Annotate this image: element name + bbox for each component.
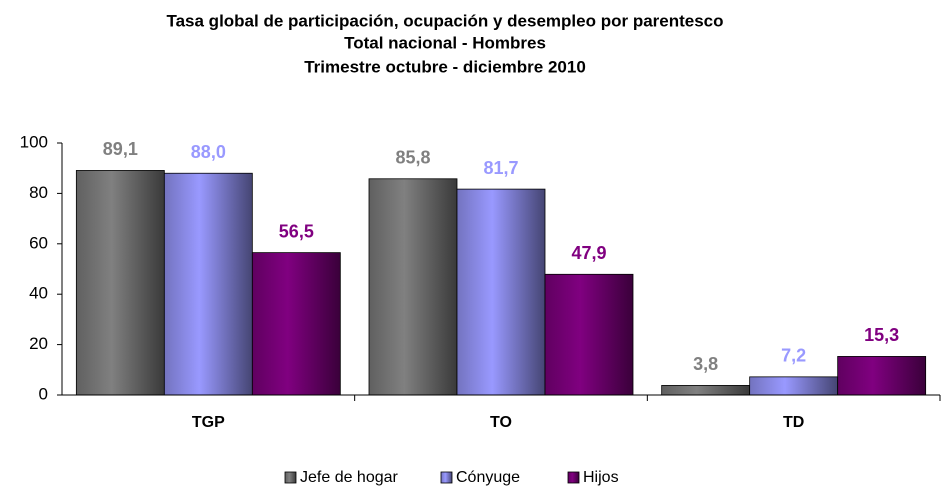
x-tick-label: TGP: [192, 414, 225, 431]
bar: [661, 385, 751, 396]
x-tick-label: TO: [490, 414, 512, 431]
value-label: 89,1: [103, 139, 138, 159]
chart-title: Trimestre octubre - diciembre 2010: [304, 57, 586, 76]
y-tick-label: 0: [39, 384, 48, 403]
bar: [368, 178, 458, 396]
bar: [163, 172, 253, 396]
legend-label: Hijos: [583, 469, 619, 486]
bar: [75, 170, 165, 396]
x-tick-label: TD: [783, 414, 804, 431]
y-tick-label: 20: [29, 334, 48, 353]
legend-label: Jefe de hogar: [300, 469, 399, 486]
value-label: 81,7: [483, 158, 518, 178]
value-label: 47,9: [571, 243, 606, 263]
legend-swatch: [440, 471, 453, 484]
legend-swatch: [284, 471, 297, 484]
bar: [544, 273, 634, 396]
chart-title: Total nacional - Hombres: [344, 33, 546, 52]
chart-title: Tasa global de participación, ocupación …: [166, 11, 723, 30]
value-label: 3,8: [693, 354, 718, 374]
value-label: 88,0: [191, 142, 226, 162]
bar: [456, 188, 546, 396]
legend-swatch: [567, 471, 580, 484]
value-label: 56,5: [279, 221, 314, 241]
bar: [749, 376, 839, 396]
y-tick-label: 60: [29, 233, 48, 252]
legend-label: Cónyuge: [456, 469, 520, 486]
bar: [251, 252, 341, 396]
value-label: 85,8: [395, 148, 430, 168]
y-tick-label: 100: [20, 132, 48, 151]
value-label: 15,3: [864, 325, 899, 345]
y-tick-label: 80: [29, 183, 48, 202]
y-tick-label: 40: [29, 284, 48, 303]
bar: [837, 356, 927, 396]
value-label: 7,2: [781, 346, 806, 366]
